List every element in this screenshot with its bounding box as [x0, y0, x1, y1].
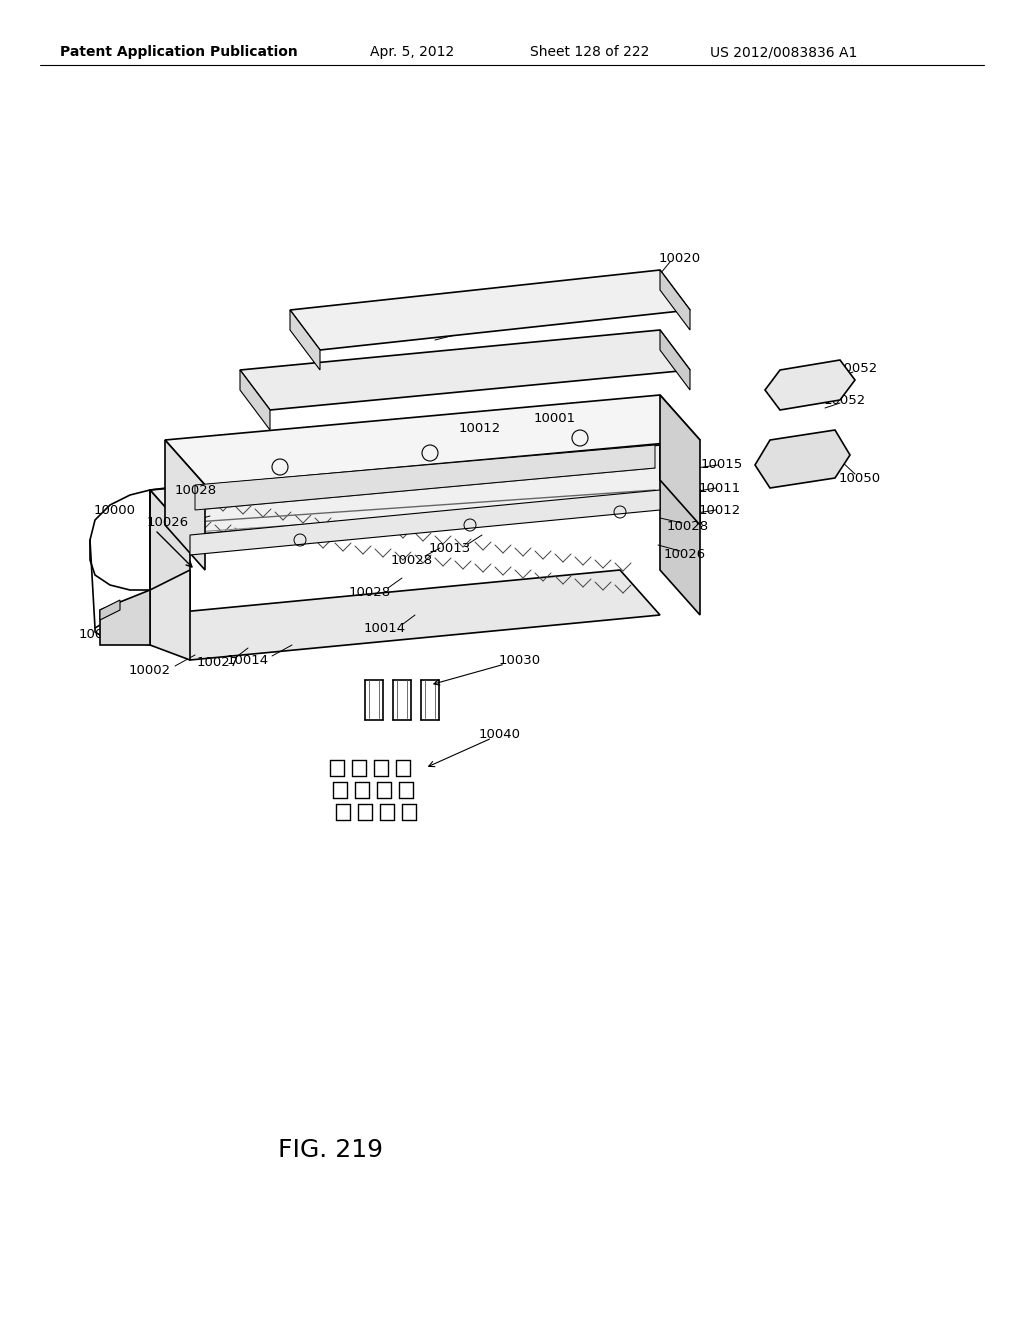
Polygon shape — [660, 445, 700, 615]
Polygon shape — [195, 445, 655, 510]
Text: 10028: 10028 — [391, 553, 433, 566]
Polygon shape — [290, 310, 319, 370]
Text: 10028: 10028 — [667, 520, 709, 533]
Text: 10052: 10052 — [824, 393, 866, 407]
Text: 10027: 10027 — [197, 656, 240, 669]
Polygon shape — [165, 395, 700, 484]
Text: 10015: 10015 — [700, 458, 743, 471]
Polygon shape — [150, 445, 700, 535]
Text: Sheet 128 of 222: Sheet 128 of 222 — [530, 45, 649, 59]
Polygon shape — [190, 490, 660, 554]
Text: 10011: 10011 — [698, 482, 741, 495]
Polygon shape — [100, 601, 120, 620]
Text: 10027: 10027 — [79, 628, 121, 642]
Polygon shape — [755, 430, 850, 488]
Text: 10020: 10020 — [658, 252, 701, 264]
Text: 10021: 10021 — [369, 329, 411, 342]
Polygon shape — [150, 490, 190, 660]
Text: 10026: 10026 — [146, 516, 189, 528]
Text: 10002: 10002 — [129, 664, 171, 676]
Text: 10030: 10030 — [499, 653, 541, 667]
Polygon shape — [100, 590, 150, 645]
Text: Patent Application Publication: Patent Application Publication — [60, 45, 298, 59]
Text: 10028: 10028 — [349, 586, 391, 598]
Text: 10012: 10012 — [698, 503, 741, 516]
Text: Apr. 5, 2012: Apr. 5, 2012 — [370, 45, 455, 59]
Polygon shape — [150, 570, 660, 660]
Text: 10026: 10026 — [664, 549, 707, 561]
Text: 10013: 10013 — [429, 541, 471, 554]
Polygon shape — [240, 370, 270, 430]
Text: FIG. 219: FIG. 219 — [278, 1138, 383, 1162]
Text: 10014: 10014 — [364, 622, 407, 635]
Polygon shape — [290, 271, 690, 350]
Polygon shape — [150, 570, 190, 660]
Polygon shape — [660, 271, 690, 330]
Text: US 2012/0083836 A1: US 2012/0083836 A1 — [710, 45, 857, 59]
Polygon shape — [660, 330, 690, 389]
Polygon shape — [165, 440, 205, 570]
Text: 10028: 10028 — [175, 483, 217, 496]
Text: 10052: 10052 — [836, 362, 879, 375]
Text: 10040: 10040 — [479, 729, 521, 742]
Polygon shape — [765, 360, 855, 411]
Text: 10014: 10014 — [227, 653, 269, 667]
Text: 10012: 10012 — [459, 421, 501, 434]
Text: 10000: 10000 — [94, 503, 136, 516]
Text: 10001: 10001 — [534, 412, 577, 425]
Polygon shape — [660, 395, 700, 525]
Polygon shape — [240, 330, 690, 411]
Text: 10050: 10050 — [839, 471, 881, 484]
